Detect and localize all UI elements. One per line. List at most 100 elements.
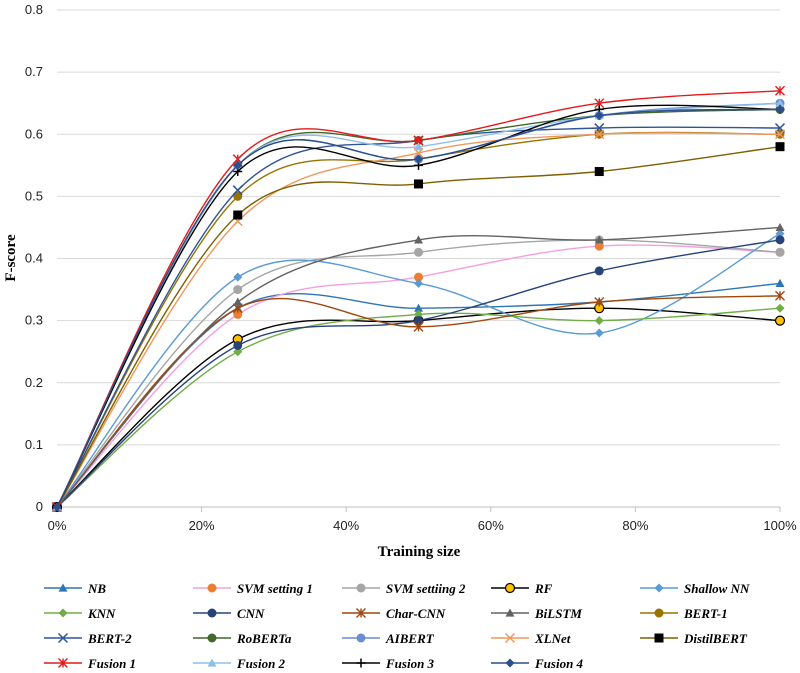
data-point xyxy=(414,309,423,319)
data-point xyxy=(775,104,785,114)
series-line xyxy=(56,126,781,508)
data-point xyxy=(775,303,785,313)
y-axis-title: F-score xyxy=(3,234,19,282)
legend-item: BERT-2 xyxy=(44,631,132,646)
legend-label: XLNet xyxy=(534,631,571,646)
data-point xyxy=(233,272,243,282)
data-point xyxy=(414,142,423,151)
legend-label: SVM settiing 2 xyxy=(386,581,466,596)
data-point xyxy=(594,328,604,338)
legend-item: SVM settiing 2 xyxy=(342,581,466,596)
x-tick-label: 80% xyxy=(622,518,648,533)
series-line xyxy=(56,146,781,508)
legend-item: BiLSTM xyxy=(491,606,582,621)
legend-item: BERT-1 xyxy=(640,606,728,621)
data-point xyxy=(775,142,785,152)
legend-marker xyxy=(57,632,69,644)
legend-item: RF xyxy=(491,581,553,596)
legend-item: RoBERTa xyxy=(193,631,292,646)
data-point xyxy=(232,185,243,196)
series-fusion-4 xyxy=(52,104,785,512)
series-line xyxy=(56,90,781,508)
legend-label: NB xyxy=(87,581,106,596)
x-axis-title: Training size xyxy=(378,544,461,560)
data-point xyxy=(594,241,604,251)
y-tick-label: 0.5 xyxy=(25,188,43,203)
legend-item: Fusion 1 xyxy=(44,656,136,671)
y-tick-label: 0 xyxy=(36,499,43,514)
legend-marker xyxy=(58,658,68,668)
y-tick-label: 0.3 xyxy=(25,313,43,328)
y-tick-label: 0.1 xyxy=(25,437,43,452)
legend-label: SVM setting 1 xyxy=(237,581,313,596)
data-point xyxy=(233,160,243,170)
legend-marker xyxy=(654,608,664,618)
legend-marker xyxy=(207,608,217,618)
legend-item: KNN xyxy=(44,606,116,621)
legend-label: Fusion 3 xyxy=(385,656,435,671)
data-point xyxy=(52,502,62,512)
data-point xyxy=(775,229,785,239)
legend-label: DistilBERT xyxy=(683,631,748,646)
legend-marker xyxy=(356,583,366,593)
legend-marker xyxy=(356,658,366,668)
data-point xyxy=(413,321,424,332)
data-point xyxy=(594,266,604,276)
data-point xyxy=(594,316,604,326)
legend-label: Fusion 2 xyxy=(236,656,286,671)
y-tick-label: 0.4 xyxy=(25,251,43,266)
data-point xyxy=(775,222,785,232)
series-line xyxy=(56,104,781,508)
data-point xyxy=(775,247,785,257)
legend-label: BERT-2 xyxy=(87,631,132,646)
legend-label: BiLSTM xyxy=(534,606,582,621)
data-point xyxy=(233,347,243,357)
data-point xyxy=(414,278,423,288)
data-point xyxy=(594,111,604,121)
legend-marker xyxy=(654,583,664,593)
legend: NB SVM setting 1 SVM settiing 2 RF Shallow N… xyxy=(44,581,750,671)
legend-label: Char-CNN xyxy=(386,606,446,621)
data-point xyxy=(774,315,786,326)
legend-marker xyxy=(505,658,515,668)
legend-marker xyxy=(654,633,664,643)
series-line xyxy=(56,239,781,508)
x-tick-label: 100% xyxy=(763,518,797,533)
data-point xyxy=(233,191,243,201)
data-point xyxy=(594,167,604,177)
series-line xyxy=(56,307,781,508)
data-point xyxy=(775,290,785,301)
legend-label: BERT-1 xyxy=(683,606,728,621)
legend-item: Shallow NN xyxy=(640,581,750,596)
legend-item: Fusion 2 xyxy=(193,656,286,671)
series-lines xyxy=(51,85,786,513)
series-line xyxy=(56,295,781,508)
tick-labels: 0 0.1 0.2 0.3 0.4 0.5 0.6 0.7 0.8 0% 20% 40% 60% 80% 1… xyxy=(25,2,797,533)
legend-marker xyxy=(504,632,516,644)
legend-label: CNN xyxy=(237,606,265,621)
series-line xyxy=(56,233,781,508)
x-tick-label: 0% xyxy=(48,518,67,533)
series-line xyxy=(56,226,781,508)
axes xyxy=(56,506,781,512)
data-point xyxy=(233,340,243,350)
legend-item: Fusion 4 xyxy=(491,656,584,671)
legend-label: KNN xyxy=(87,606,116,621)
legend-item: XLNet xyxy=(491,631,571,646)
series-line xyxy=(56,108,781,508)
legend-marker xyxy=(356,633,366,643)
data-point xyxy=(774,129,786,140)
legend-marker xyxy=(58,583,68,592)
data-point xyxy=(233,297,243,306)
data-point xyxy=(414,272,423,282)
legend-label: RF xyxy=(534,581,553,596)
legend-marker xyxy=(505,608,515,617)
series-shallow-nn xyxy=(52,229,785,512)
series-line xyxy=(56,244,781,508)
data-point xyxy=(594,235,604,244)
legend-marker xyxy=(58,608,68,618)
legend-item: AIBERT xyxy=(342,631,435,646)
y-tick-label: 0.7 xyxy=(25,64,43,79)
data-point xyxy=(414,303,423,312)
